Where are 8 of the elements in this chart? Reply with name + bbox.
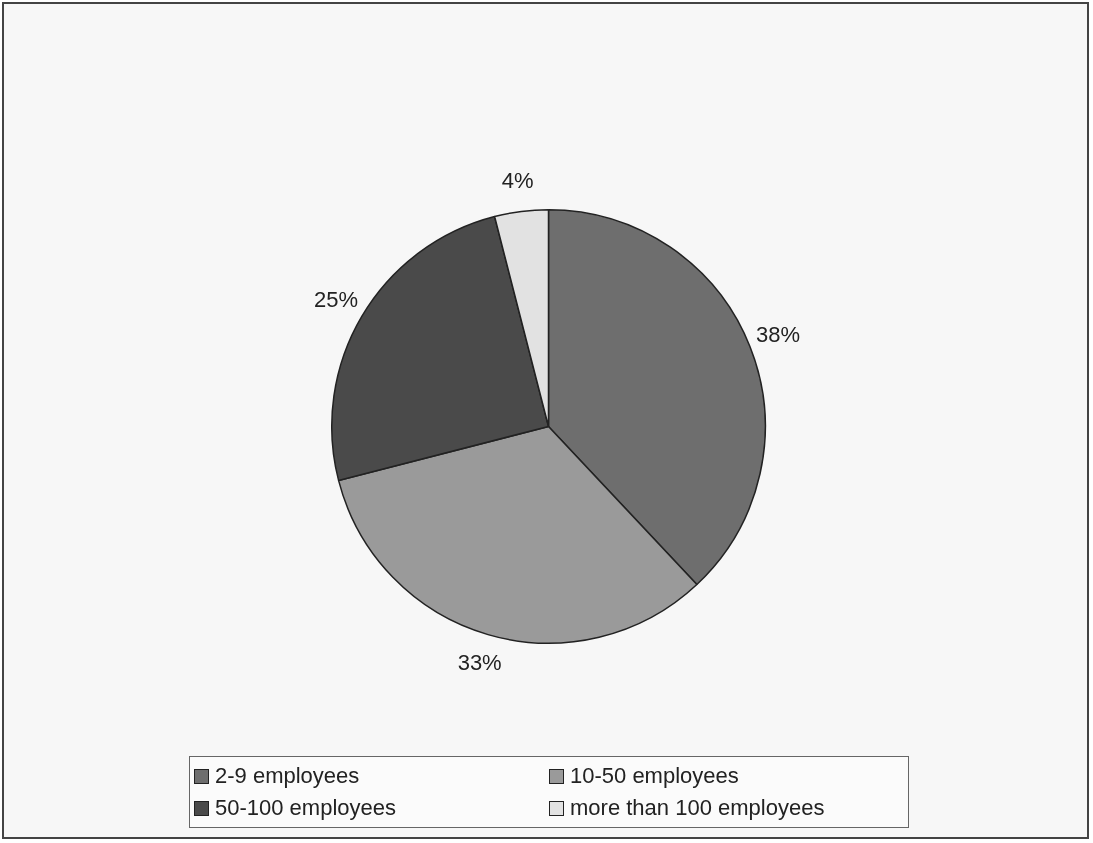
legend-label: 2-9 employees [215, 763, 360, 789]
data-label: 38% [755, 321, 800, 347]
data-label: 33% [457, 649, 502, 675]
legend-label: 50-100 employees [215, 795, 397, 821]
data-label: 25% [314, 286, 359, 312]
legend-label: 10-50 employees [570, 763, 739, 789]
data-label: 4% [501, 167, 534, 193]
legend-label: more than 100 employees [570, 795, 825, 821]
